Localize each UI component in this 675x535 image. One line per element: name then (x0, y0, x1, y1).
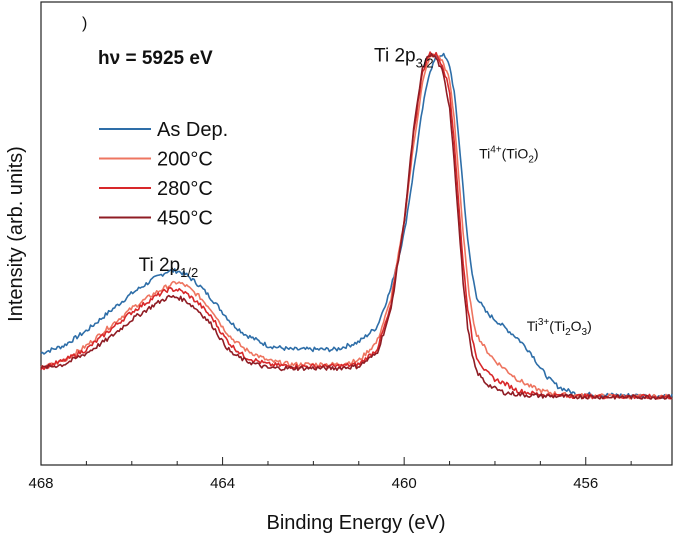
x-tick-label: 460 (392, 475, 417, 492)
x-axis-label: Binding Energy (eV) (267, 512, 446, 534)
annotation-ti3-ti2o3: Ti3+(Ti2O3) (527, 317, 592, 338)
series-line-3 (40, 51, 673, 400)
chart-title: hν = 5925 eV (98, 48, 213, 69)
legend-label: As Dep. (157, 119, 228, 141)
legend: As Dep. 200°C 280°C 450°C (99, 119, 228, 230)
annotation-ti4-tio2: Ti4+(TiO2) (479, 145, 539, 166)
plot-frame (40, 1, 673, 466)
x-tick-label: 464 (210, 475, 235, 492)
x-axis-ticks: 468 464 460 456 (28, 457, 632, 492)
y-axis-label: Intensity (arb. units) (5, 146, 27, 322)
legend-label: 450°C (157, 208, 213, 230)
series-line-1 (40, 52, 673, 399)
x-tick-label: 456 (573, 475, 598, 492)
annotation-ti-2p-3-2: Ti 2p3/2 (374, 45, 434, 70)
panel-label: ) (82, 15, 87, 32)
series-line-4 (40, 52, 673, 400)
annotation-ti-2p-1-2: Ti 2p1/2 (139, 255, 199, 280)
x-tick-label: 468 (28, 475, 53, 492)
series-layer (40, 51, 673, 400)
series-line-2 (40, 53, 673, 400)
legend-label: 200°C (157, 149, 213, 171)
legend-label: 280°C (157, 178, 213, 200)
